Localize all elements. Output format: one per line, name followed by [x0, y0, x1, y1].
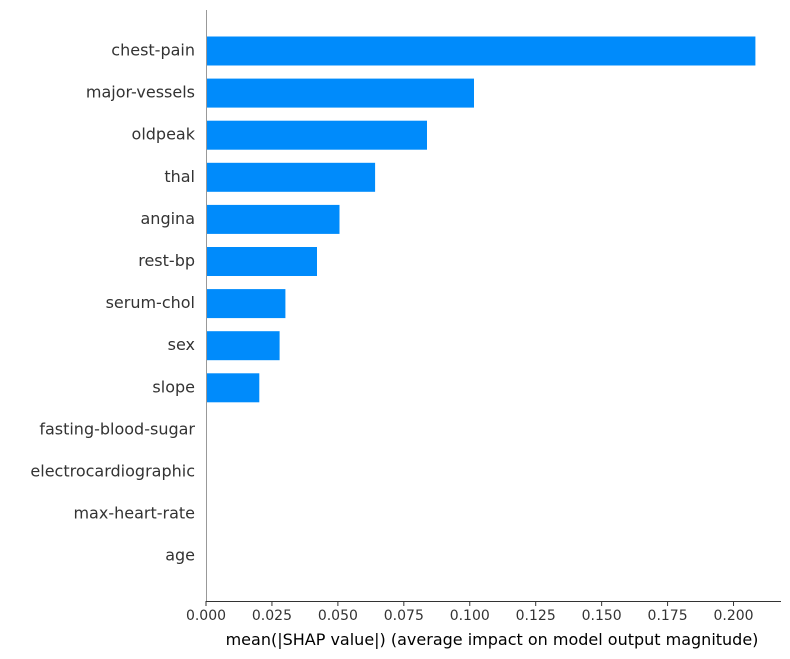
x-tick-label: 0.200	[713, 608, 753, 624]
bar-serum-chol	[206, 289, 286, 319]
feature-labels: chest-pain major-vessels oldpeak thal angina…	[30, 41, 195, 565]
x-tick-label: 0.025	[252, 608, 292, 624]
feature-label-fasting-blood-sugar: fasting-blood-sugar	[39, 419, 195, 438]
feature-label-angina: angina	[141, 209, 196, 228]
bar-chest-pain	[206, 36, 756, 66]
bar-sex	[206, 331, 280, 361]
feature-label-major-vessels: major-vessels	[86, 83, 195, 102]
bar-major-vessels	[206, 78, 474, 108]
x-tick-label: 0.000	[186, 608, 226, 624]
feature-label-sex: sex	[168, 335, 195, 354]
bar-angina	[206, 204, 340, 234]
feature-label-slope: slope	[152, 377, 195, 396]
feature-label-thal: thal	[164, 167, 195, 186]
feature-label-oldpeak: oldpeak	[132, 125, 196, 144]
x-tick-label: 0.100	[450, 608, 490, 624]
feature-label-chest-pain: chest-pain	[111, 41, 195, 60]
x-tick-label: 0.125	[516, 608, 556, 624]
bar-slope	[206, 373, 260, 403]
feature-label-max-heart-rate: max-heart-rate	[73, 504, 195, 523]
x-axis-title: mean(|SHAP value|) (average impact on mo…	[226, 630, 759, 649]
feature-label-rest-bp: rest-bp	[138, 251, 195, 270]
x-ticks: 0.000 0.025 0.050 0.075 0.100 0.125 0.150 0.175…	[186, 601, 754, 624]
x-tick-label: 0.075	[384, 608, 424, 624]
x-tick-label: 0.175	[648, 608, 688, 624]
x-tick-label: 0.150	[582, 608, 622, 624]
feature-label-age: age	[165, 546, 195, 565]
bars-group	[206, 36, 756, 403]
x-tick-label: 0.050	[318, 608, 358, 624]
feature-label-electrocardiographic: electrocardiographic	[30, 462, 195, 481]
bar-rest-bp	[206, 247, 317, 276]
feature-label-serum-chol: serum-chol	[106, 293, 195, 312]
bar-oldpeak	[206, 120, 427, 150]
bar-thal	[206, 162, 376, 192]
